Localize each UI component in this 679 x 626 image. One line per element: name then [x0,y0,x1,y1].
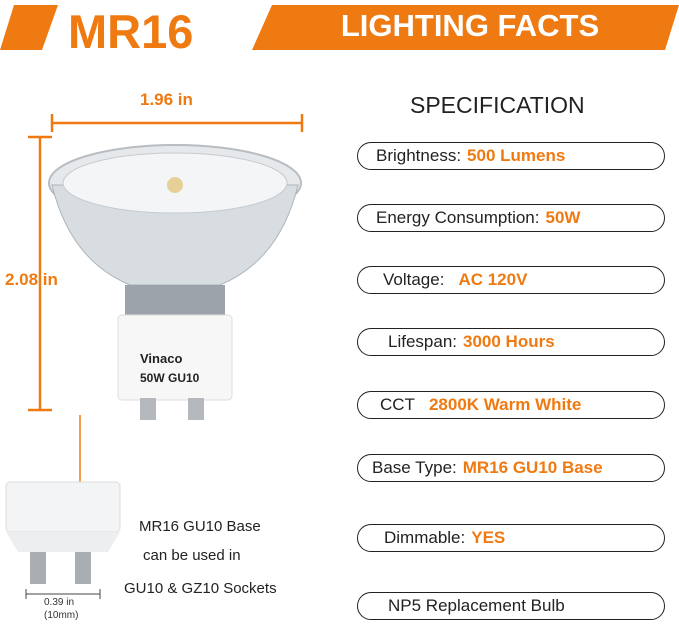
spec-dimmable: Dimmable: YES [357,524,665,552]
spec-replacement: NP5 Replacement Bulb [357,592,665,620]
accent-stripe [0,5,58,50]
spec-cct: CCT 2800K Warm White [357,391,665,419]
spec-brightness: Brightness: 500 Lumens [357,142,665,170]
width-label: 1.96 in [140,90,193,109]
pin-spacing-label: 0.39 in [44,597,75,608]
model-title: MR16 [68,5,194,58]
bulb-model: 50W GU10 [140,371,200,385]
height-dimension-line [28,135,81,482]
spec-lifespan: Lifespan: 3000 Hours [357,328,665,356]
spec-energy: Energy Consumption: 50W [357,204,665,232]
base-image [5,481,121,599]
base-note-line: MR16 GU10 Base [139,518,261,535]
banner-shape [252,5,679,50]
height-label: 2.08 in [5,270,58,289]
spec-voltage: Voltage: AC 120V [357,266,665,294]
width-dimension-line [50,114,304,132]
pin-spacing-mm: (10mm) [44,610,79,621]
spec-title: SPECIFICATION [410,92,585,118]
pin-spacing-line [25,589,101,599]
base-note-line: can be used in [143,547,241,564]
bulb-image [48,144,302,420]
bulb-brand: Vinaco [140,351,183,366]
base-note-line: GU10 & GZ10 Sockets [124,580,277,597]
spec-base-type: Base Type: MR16 GU10 Base [357,454,665,482]
banner-title: LIGHTING FACTS [340,8,600,43]
